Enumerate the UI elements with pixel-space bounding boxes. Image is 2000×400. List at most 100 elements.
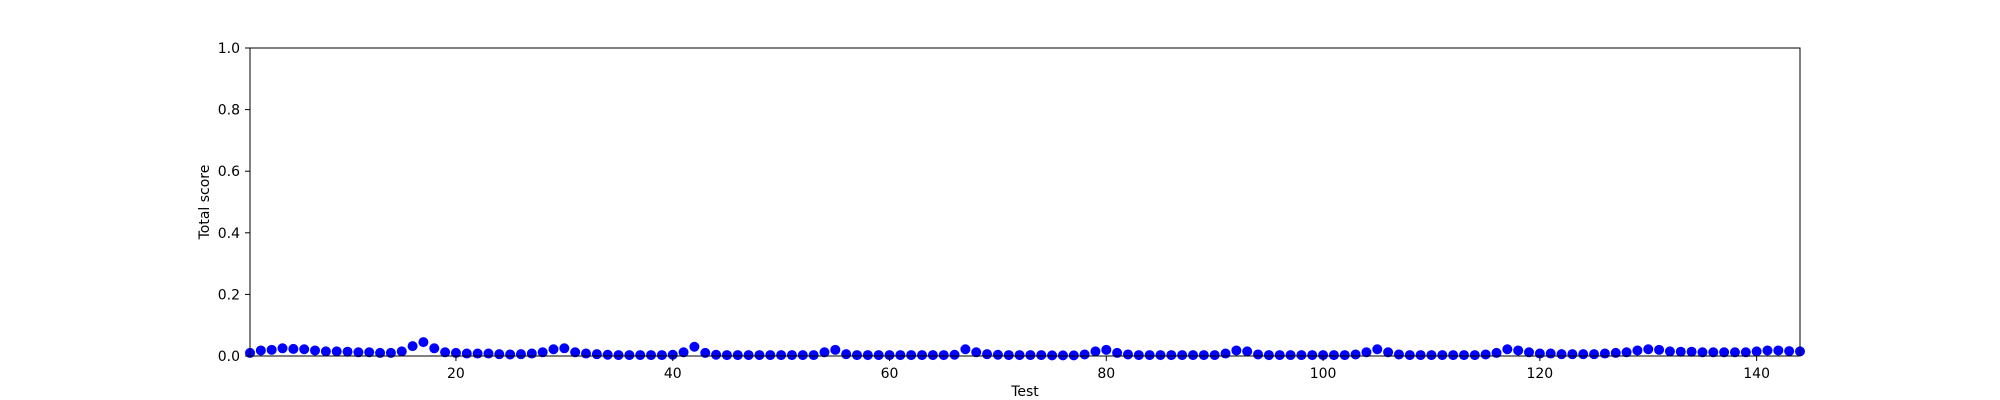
data-point (407, 341, 418, 352)
data-point (1599, 348, 1610, 359)
data-point (1263, 350, 1274, 361)
data-point (1751, 346, 1762, 357)
data-point (299, 344, 310, 355)
y-tick-label: 0.8 (218, 103, 240, 119)
data-point (841, 349, 852, 360)
data-point (1773, 345, 1784, 356)
data-point (591, 349, 602, 360)
data-point (494, 349, 505, 360)
data-point (1426, 350, 1437, 361)
data-point (819, 347, 830, 358)
data-point (1513, 345, 1524, 356)
x-axis-ticks: 20 40 60 80 100 120 140 (447, 356, 1770, 382)
data-point (602, 349, 613, 360)
data-point (310, 345, 321, 356)
data-point (678, 347, 689, 358)
data-point (1057, 350, 1068, 361)
data-point (797, 350, 808, 361)
data-point (1686, 346, 1697, 357)
data-point (1383, 347, 1394, 358)
data-point (320, 346, 331, 357)
data-point (1350, 349, 1361, 360)
y-tick-label: 1.0 (218, 41, 240, 57)
data-point (689, 341, 700, 352)
data-point (1025, 350, 1036, 361)
data-point (765, 350, 776, 361)
data-point (624, 350, 635, 361)
data-point (1014, 350, 1025, 361)
data-point (429, 343, 440, 354)
data-point (1307, 350, 1318, 361)
data-point (938, 350, 949, 361)
data-point (873, 350, 884, 361)
data-point (1188, 350, 1199, 361)
data-point (570, 347, 581, 358)
data-point (364, 347, 375, 358)
data-point (1274, 350, 1285, 361)
data-point (960, 344, 971, 355)
plot-frame (249, 47, 1801, 357)
data-point (1079, 349, 1090, 360)
data-point (1784, 346, 1795, 357)
data-point (1729, 347, 1740, 358)
data-point (786, 350, 797, 361)
data-point (1112, 347, 1123, 358)
data-point (1318, 350, 1329, 361)
data-point (331, 346, 342, 357)
x-tick-label: 140 (1743, 366, 1770, 382)
data-point (1036, 350, 1047, 361)
data-point (1578, 349, 1589, 360)
x-tick-label: 120 (1526, 366, 1553, 382)
data-point (613, 350, 624, 361)
data-point (418, 337, 429, 348)
data-point (515, 349, 526, 360)
x-tick-label: 60 (881, 366, 899, 382)
data-point (483, 348, 494, 359)
data-point (721, 350, 732, 361)
data-point (385, 347, 396, 358)
data-point (1285, 350, 1296, 361)
data-point (732, 350, 743, 361)
data-point (1502, 344, 1513, 355)
data-point (1231, 345, 1242, 356)
data-point (1458, 350, 1469, 361)
data-point (1762, 345, 1773, 356)
data-point (1708, 347, 1719, 358)
data-point (1155, 350, 1166, 361)
data-point (1242, 346, 1253, 357)
data-point (461, 348, 472, 359)
data-point (375, 347, 386, 358)
data-point (906, 350, 917, 361)
data-point (1393, 349, 1404, 360)
y-axis-ticks: 0.0 0.2 0.4 0.6 0.8 1.0 (218, 41, 250, 365)
data-point (1697, 347, 1708, 358)
data-point (1198, 350, 1209, 361)
data-point (450, 347, 461, 358)
data-point (1220, 348, 1231, 359)
data-point (1209, 350, 1220, 361)
data-point (1556, 349, 1567, 360)
data-point (1621, 347, 1632, 358)
data-point (1654, 344, 1665, 355)
data-point (353, 347, 364, 358)
data-point (1719, 347, 1730, 358)
data-point (1404, 350, 1415, 361)
data-point (917, 350, 928, 361)
y-axis-label: Total score (197, 165, 213, 241)
data-point (1296, 350, 1307, 361)
data-point (1664, 346, 1675, 357)
data-point (255, 345, 266, 356)
data-point (1643, 344, 1654, 355)
data-point (927, 350, 938, 361)
data-point (1675, 346, 1686, 357)
data-point (895, 350, 906, 361)
data-point (635, 350, 646, 361)
data-point (288, 343, 299, 354)
data-point (992, 349, 1003, 360)
data-point (440, 347, 451, 358)
data-point (1545, 348, 1556, 359)
data-point (1177, 350, 1188, 361)
data-point (1090, 346, 1101, 357)
data-point (754, 350, 765, 361)
